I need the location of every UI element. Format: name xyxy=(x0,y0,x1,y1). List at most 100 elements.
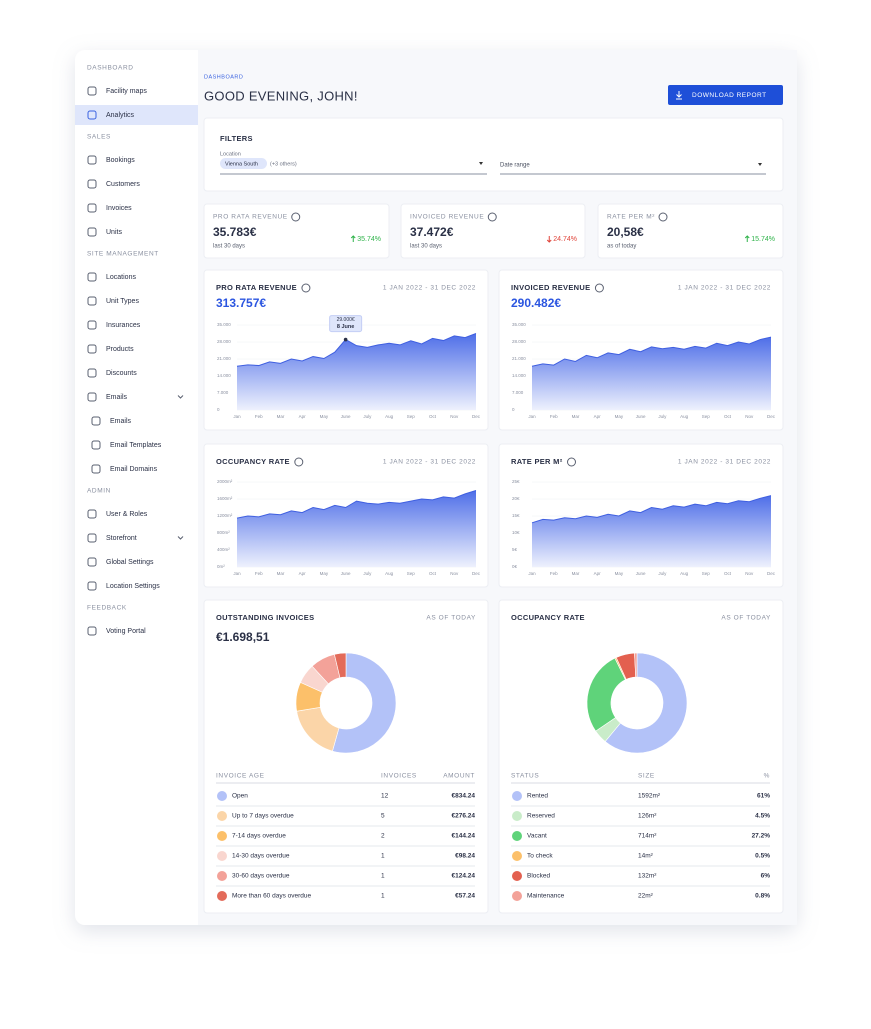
dropdown-arrow[interactable] xyxy=(758,163,762,166)
table-header: STATUS xyxy=(511,773,539,780)
x-tick-label: May xyxy=(615,571,624,576)
trend-arrow xyxy=(350,235,356,242)
y-tick-label: 0m² xyxy=(217,564,225,569)
info-icon[interactable] xyxy=(301,283,311,293)
menu-icon xyxy=(87,368,97,378)
breadcrumb[interactable]: DASHBOARD xyxy=(204,74,243,80)
x-tick-label: Apr xyxy=(299,414,307,419)
y-tick-label: 0 xyxy=(217,407,220,412)
info-icon[interactable] xyxy=(594,283,604,293)
menu-item[interactable]: Email Templates xyxy=(110,442,162,449)
menu-item[interactable]: Analytics xyxy=(106,112,135,119)
x-tick-label: Oct xyxy=(724,414,732,419)
menu-item[interactable]: Global Settings xyxy=(106,559,154,566)
area-fill xyxy=(532,495,771,567)
download-button[interactable] xyxy=(668,85,783,105)
area-line xyxy=(531,336,772,367)
table-header: SIZE xyxy=(638,773,655,780)
legend-dot xyxy=(217,871,227,881)
x-tick-label: July xyxy=(363,414,372,419)
menu-item[interactable]: Invoices xyxy=(106,205,132,212)
kpi-change: 24.74% xyxy=(553,236,577,243)
kpi-title: PRO RATA REVENUE xyxy=(213,214,288,221)
kpi-card xyxy=(597,203,784,259)
row-value: 4.5% xyxy=(755,813,770,820)
x-tick-label: Oct xyxy=(724,571,732,576)
menu-icon xyxy=(87,344,97,354)
menu-item[interactable]: User & Roles xyxy=(106,511,148,518)
x-tick-label: Aug xyxy=(385,571,394,576)
sidebar-section: SITE MANAGEMENT xyxy=(87,251,159,258)
info-icon[interactable] xyxy=(487,212,497,222)
donut-slice xyxy=(604,652,688,754)
x-tick-label: Aug xyxy=(385,414,394,419)
menu-item[interactable]: Email Domains xyxy=(110,466,158,473)
kpi-value: 35.783€ xyxy=(213,225,257,239)
row-value: 61% xyxy=(757,793,770,800)
date-range-label[interactable]: Date range xyxy=(500,163,530,169)
x-tick-label: Feb xyxy=(255,414,263,419)
menu-item[interactable]: Facility maps xyxy=(106,88,147,95)
y-tick-label: 5€ xyxy=(512,547,518,552)
y-tick-label: 14.000 xyxy=(217,373,231,378)
location-chip[interactable] xyxy=(220,158,267,169)
x-tick-label: Mar xyxy=(277,414,285,419)
menu-item[interactable]: Units xyxy=(106,229,122,236)
kpi-card xyxy=(203,203,390,259)
x-tick-label: Apr xyxy=(299,571,307,576)
info-icon[interactable] xyxy=(291,212,301,222)
kpi-change: 35.74% xyxy=(357,236,381,243)
menu-item[interactable]: Discounts xyxy=(106,370,137,377)
menu-icon xyxy=(87,110,97,120)
menu-item[interactable]: Emails xyxy=(106,394,128,401)
menu-item[interactable]: Storefront xyxy=(106,535,137,542)
dropdown-arrow[interactable] xyxy=(479,162,483,165)
x-tick-label: Sep xyxy=(702,571,711,576)
kpi-period: as of today xyxy=(607,244,636,250)
x-tick-label: May xyxy=(615,414,624,419)
row-value: €144.24 xyxy=(452,833,476,840)
row-count: 14m² xyxy=(638,853,654,860)
menu-item[interactable]: Voting Portal xyxy=(106,628,146,635)
menu-item[interactable]: Emails xyxy=(110,418,132,425)
filters-card xyxy=(203,117,784,192)
menu-item[interactable]: Bookings xyxy=(106,157,135,164)
row-value: €124.24 xyxy=(452,873,476,880)
y-tick-label: 800m² xyxy=(217,530,230,535)
trend-arrow xyxy=(744,235,750,242)
menu-item[interactable]: Products xyxy=(106,346,134,353)
menu-item[interactable]: Unit Types xyxy=(106,298,139,305)
trend-arrow xyxy=(546,236,552,243)
row-label: 7-14 days overdue xyxy=(232,833,286,840)
chevron[interactable] xyxy=(177,395,184,399)
kpi-title: INVOICED REVENUE xyxy=(410,214,484,221)
y-tick-label: 35.000 xyxy=(512,322,526,327)
menu-icon xyxy=(87,581,97,591)
row-count: 1 xyxy=(381,873,385,880)
menu-item[interactable]: Location Settings xyxy=(106,583,160,590)
row-count: 2 xyxy=(381,833,385,840)
x-tick-label: June xyxy=(341,571,351,576)
row-value: 0.8% xyxy=(755,893,770,900)
menu-item[interactable]: Locations xyxy=(106,274,136,281)
area-line xyxy=(236,333,477,367)
location-chip-label[interactable]: Vienna South xyxy=(225,161,258,167)
x-tick-label: Feb xyxy=(255,571,263,576)
y-tick-label: 400m² xyxy=(217,547,230,552)
sidebar-section: DASHBOARD xyxy=(87,65,134,72)
info-icon[interactable] xyxy=(567,457,576,467)
info-icon[interactable] xyxy=(658,212,668,222)
x-tick-label: Nov xyxy=(745,571,754,576)
chart-card xyxy=(498,599,784,914)
y-tick-label: 28.000 xyxy=(512,339,526,344)
info-icon[interactable] xyxy=(294,457,304,467)
menu-icon xyxy=(87,320,97,330)
chevron[interactable] xyxy=(177,536,184,540)
menu-item[interactable]: Insurances xyxy=(106,322,141,329)
x-tick-label: Dec xyxy=(767,571,776,576)
legend-dot xyxy=(512,791,522,801)
menu-item[interactable]: Customers xyxy=(106,181,140,188)
download-label[interactable]: DOWNLOAD REPORT xyxy=(692,92,767,99)
row-label: To check xyxy=(527,853,553,860)
sidebar-section: SALES xyxy=(87,134,111,141)
